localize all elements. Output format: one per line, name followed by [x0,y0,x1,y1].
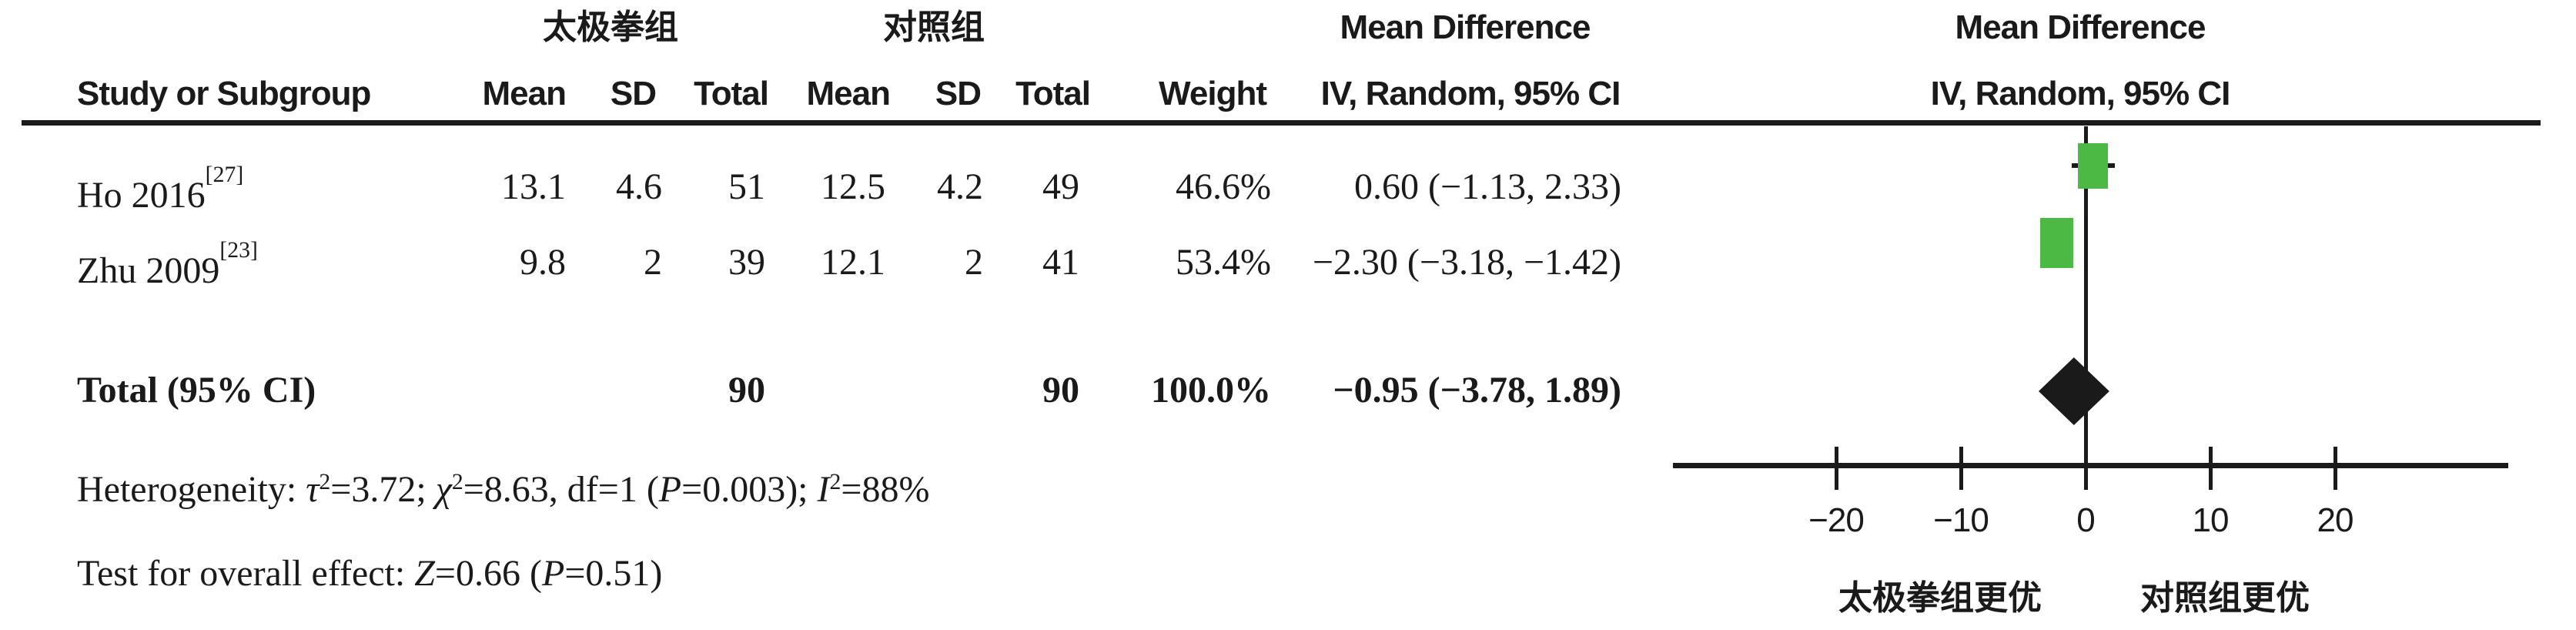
total2-value: 49 [1042,166,1079,207]
study-square-marker [2078,142,2109,189]
sd2-value: 2 [965,242,983,283]
ci-text: −2.30 (−3.18, −1.42) [1312,242,1621,283]
group2-sd-header: SD [935,75,982,112]
axis-tick [2083,447,2088,490]
total2-sum: 90 [1042,370,1079,411]
sd1-value: 4.6 [616,166,662,207]
group1-total-header: Total [694,75,769,112]
group1-mean-header: Mean [482,75,567,112]
axis-tick-label: 0 [2076,501,2095,539]
axis-tick-label: 10 [2192,501,2230,539]
study-reference: [27] [205,161,244,187]
favors-left-label: 太极拳组更优 [1838,579,2042,617]
axis-tick [2333,447,2337,490]
heterogeneity-stats: Heterogeneity: τ2=3.72; χ2=8.63, df=1 (P… [77,468,930,510]
weight-value: 53.4% [1176,242,1271,283]
mean2-value: 12.5 [821,166,885,207]
study-name: Ho 2016 [77,175,206,216]
study-label: Ho 2016[27] [77,161,244,216]
study-name: Zhu 2009 [77,250,220,291]
favors-right-label: 对照组更优 [2140,579,2310,617]
axis-tick [1834,447,1838,490]
axis-tick-label: −10 [1933,501,1989,539]
zero-line [2083,126,2088,465]
overall-effect-stats: Test for overall effect: Z=0.66 (P=0.51) [77,553,663,594]
total2-value: 41 [1042,242,1079,283]
sd1-value: 2 [644,242,662,283]
header-rule [22,120,2541,126]
plot-method-header: IV, Random, 95% CI [1930,75,2231,112]
pooled-diamond-shape [2038,357,2109,425]
total1-sum: 90 [728,370,765,411]
total-weight: 100.0% [1151,370,1271,411]
group1-title: 太极拳组 [543,8,678,46]
mean2-value: 12.1 [821,242,885,283]
group2-mean-header: Mean [806,75,891,112]
pooled-diamond [2038,357,2109,425]
total1-value: 39 [728,242,765,283]
group1-sd-header: SD [610,75,657,112]
study-square-marker [2040,217,2074,268]
axis-tick-label: −20 [1808,501,1865,539]
effect-method-header: IV, Random, 95% CI [1320,75,1621,112]
weight-column-header: Weight [1159,75,1267,112]
axis-tick-label: 20 [2317,501,2354,539]
effect-column-title: Mean Difference [1340,8,1591,46]
weight-value: 46.6% [1176,166,1271,207]
total-ci-text: −0.95 (−3.78, 1.89) [1333,370,1621,411]
axis-tick [1959,447,1963,490]
axis-tick [2208,447,2213,490]
study-label: Zhu 2009[23] [77,236,258,291]
x-axis-line [1673,462,2508,468]
mean1-value: 13.1 [501,166,566,207]
ci-text: 0.60 (−1.13, 2.33) [1353,166,1621,207]
mean1-value: 9.8 [520,242,566,283]
group2-title: 对照组 [883,8,985,46]
plot-column-title: Mean Difference [1955,8,2206,46]
sd2-value: 4.2 [937,166,983,207]
study-reference: [23] [219,236,258,263]
total-label: Total (95% CI) [77,370,316,411]
total1-value: 51 [728,166,765,207]
group2-total-header: Total [1015,75,1091,112]
study-column-header: Study or Subgroup [77,75,371,112]
